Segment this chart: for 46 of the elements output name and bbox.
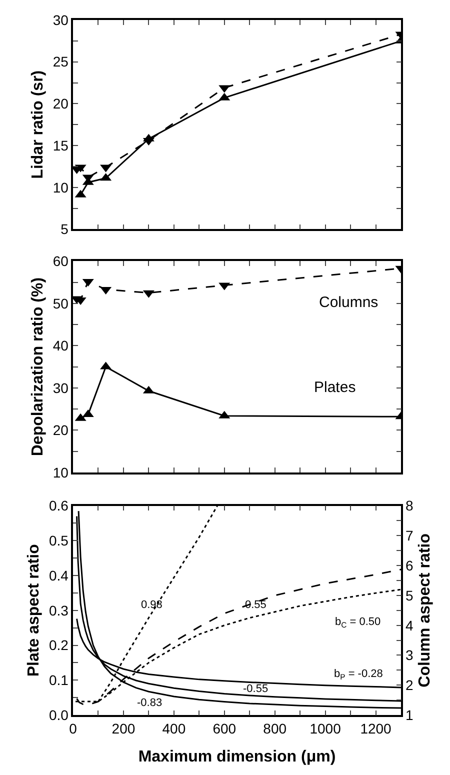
y-tick-label: 20 (52, 422, 69, 438)
y-tick-label: 0.1 (48, 672, 69, 688)
y2-tick-label: 7 (406, 528, 414, 544)
y-tick-label: 30 (52, 380, 69, 396)
y2-tick-label: 6 (406, 557, 414, 574)
y-tick-label: 40 (52, 338, 69, 354)
y-tick-label: 20 (52, 96, 69, 112)
x-axis-title: Maximum dimension (μm) (138, 748, 336, 766)
annotation: b$_{C}$ = 0.50 (335, 616, 381, 630)
y2-tick-label: 4 (406, 617, 414, 634)
y-tick-label: 50 (52, 295, 69, 312)
x-tick-label: 1200 (360, 720, 392, 737)
annotation: b$_{P}$ = -0.28 (334, 668, 383, 682)
annotation: 0.98 (141, 599, 162, 611)
y-tick-label: 0.0 (48, 706, 69, 723)
y-tick-label: 30 (52, 12, 69, 28)
annotation: Plates (314, 379, 356, 396)
y-tick-label: 15 (52, 137, 69, 154)
x-tick-label: 0 (69, 720, 78, 737)
y-tick-label: 0.5 (48, 532, 69, 549)
y-tick-label: 0.2 (48, 637, 69, 654)
y-tick-label: 0.4 (48, 567, 69, 584)
x-tick-label: 800 (263, 720, 287, 737)
annotation: -0.55 (243, 683, 268, 695)
y2-axis-title: Column aspect ratio (416, 533, 434, 688)
y2-tick-label: 1 (406, 706, 414, 723)
x-tick-label: 400 (162, 720, 186, 737)
y-tick-label: 60 (52, 253, 69, 270)
y-axis-title: Plate aspect ratio (25, 544, 42, 677)
y-tick-label: 25 (52, 54, 69, 70)
x-tick-label: 1000 (310, 720, 342, 737)
y2-tick-label: 3 (406, 647, 414, 664)
y-tick-label: 0.3 (48, 602, 69, 618)
annotation: -0.83 (137, 697, 162, 709)
y-axis-title: Depolarization ratio (%) (29, 277, 46, 456)
y-tick-label: 10 (52, 464, 69, 480)
x-tick-label: 200 (112, 720, 136, 737)
annotation: Columns (319, 294, 378, 311)
y-axis-title: Lidar ratio (sr) (29, 70, 46, 179)
y-tick-label: 0.6 (48, 498, 69, 514)
y2-tick-label: 5 (406, 587, 414, 604)
x-tick-label: 600 (212, 720, 236, 737)
y2-tick-label: 8 (406, 498, 414, 514)
y2-tick-label: 2 (406, 677, 414, 694)
y-tick-label: 10 (52, 179, 69, 196)
y-tick-label: 5 (60, 221, 69, 238)
